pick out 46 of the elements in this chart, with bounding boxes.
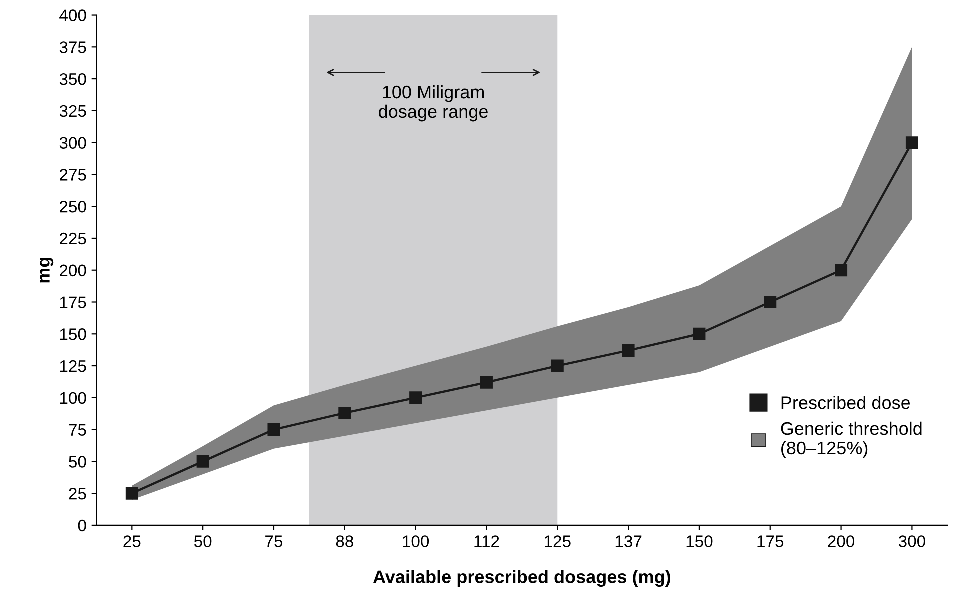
y-tick-label: 250 (60, 200, 86, 213)
x-tick-label: 75 (266, 536, 283, 548)
y-tick-label: 350 (60, 73, 86, 86)
y-tick-label: 100 (60, 392, 86, 404)
legend-label: Prescribed dose (782, 396, 910, 410)
y-tick-label: 75 (69, 424, 86, 436)
y-tick-label: 125 (60, 360, 86, 372)
point (906, 136, 918, 150)
x-tick-label: 50 (194, 536, 212, 548)
y-tick-label: 325 (60, 105, 86, 118)
x-tick-label: 88 (336, 536, 354, 548)
point (338, 406, 352, 420)
x-tick-label: 137 (616, 536, 642, 548)
x-tick-label: 125 (545, 536, 571, 548)
point (764, 296, 777, 309)
y-tick-label: 400 (60, 10, 86, 22)
point (480, 376, 493, 389)
x-tick-label: 200 (828, 536, 855, 548)
y-tick-label: 150 (60, 328, 86, 340)
y-tick-label: 0 (78, 520, 86, 532)
x-tick-label: 175 (758, 536, 784, 548)
y-tick-label: 225 (60, 232, 86, 245)
annotation: Generic threshold (80–125%) (781, 422, 922, 458)
point (410, 392, 422, 404)
x-tick-label: 112 (474, 536, 500, 548)
x-tick-label: 100 (403, 536, 430, 548)
x-axis-title: Available prescribed dosages (mg) (373, 570, 670, 588)
y-tick-label: 375 (60, 42, 86, 54)
y-tick-label: 175 (60, 296, 86, 308)
point (268, 424, 280, 436)
y-tick-label: 50 (69, 456, 86, 468)
point (835, 264, 848, 277)
point (126, 487, 138, 500)
y-tick-label: 275 (60, 169, 86, 181)
point (551, 360, 564, 372)
x-tick-label: 300 (898, 536, 926, 548)
point (196, 455, 210, 468)
point (622, 344, 635, 357)
y-tick-label: 25 (69, 488, 86, 500)
point (693, 328, 706, 340)
y-tick-label: 300 (60, 137, 86, 150)
y-axis-title: mg (40, 258, 54, 283)
band-label: 100 Miligram dosage range (379, 85, 488, 122)
y-tick-label: 200 (60, 264, 86, 277)
x-tick-label: 25 (124, 536, 141, 548)
x-tick-label: 150 (686, 536, 713, 548)
